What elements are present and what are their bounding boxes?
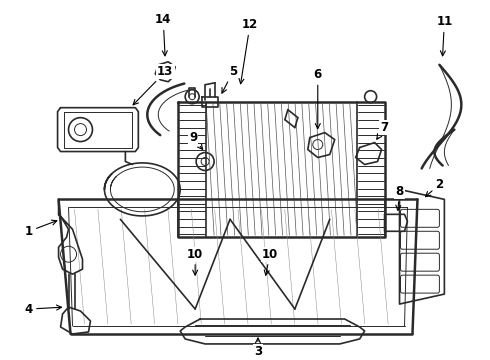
FancyBboxPatch shape [400, 210, 440, 227]
Text: 2: 2 [425, 178, 443, 197]
Text: 12: 12 [239, 18, 258, 84]
FancyBboxPatch shape [400, 253, 440, 271]
Text: 11: 11 [436, 15, 452, 56]
Text: 14: 14 [155, 13, 172, 56]
Text: 7: 7 [377, 121, 389, 139]
Text: 9: 9 [189, 131, 202, 149]
Text: 13: 13 [133, 65, 173, 105]
Text: 6: 6 [314, 68, 322, 129]
Text: 10: 10 [187, 248, 203, 275]
Text: 8: 8 [395, 185, 404, 210]
Text: 1: 1 [24, 220, 57, 238]
FancyBboxPatch shape [400, 275, 440, 293]
Text: 10: 10 [262, 248, 278, 275]
FancyBboxPatch shape [400, 231, 440, 249]
Text: 5: 5 [222, 65, 237, 93]
Text: 4: 4 [24, 302, 62, 316]
Text: 3: 3 [254, 338, 262, 359]
